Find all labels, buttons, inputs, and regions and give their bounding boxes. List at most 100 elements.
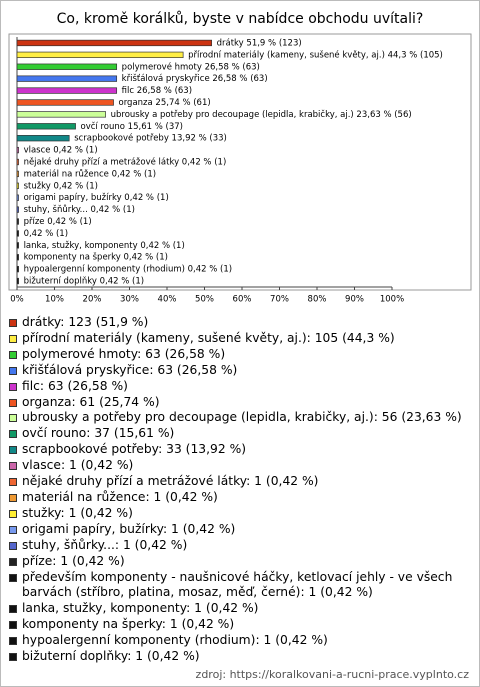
- bar: [16, 230, 19, 237]
- legend-label: lanka, stužky, komponenty: 1 (0,42 %): [22, 601, 259, 616]
- bar: [16, 218, 19, 225]
- legend: drátky: 123 (51,9 %) přírodní materiály (…: [9, 315, 471, 665]
- legend-label: komponenty na šperky: 1 (0,42 %): [22, 617, 235, 632]
- value-label: bižuterní doplňky 0,42 % (1): [24, 276, 145, 287]
- legend-swatch: [9, 319, 17, 327]
- legend-swatch: [9, 350, 17, 359]
- value-label: filc 26,58 % (63): [122, 86, 192, 96]
- legend-label: nějaké druhy přízí a metrážové látky: 1 …: [22, 474, 319, 489]
- plot-frame: [8, 33, 472, 291]
- legend-swatch: [9, 509, 17, 518]
- legend-swatch: [9, 605, 17, 614]
- value-label: ovčí rouno 15,61 % (37): [81, 121, 183, 132]
- legend-swatch: [9, 382, 17, 391]
- legend-label: stužky: 1 (0,42 %): [22, 505, 133, 520]
- legend-swatch: [9, 366, 17, 375]
- legend-item: stužky: 1 (0,42 %): [9, 506, 471, 522]
- x-tick-label: 10%: [45, 295, 64, 305]
- legend-item: filc: 63 (26,58 %): [9, 379, 471, 395]
- legend-label: přírodní materiály (kameny, sušené květy…: [22, 330, 395, 345]
- bar: [16, 254, 19, 261]
- legend-label: vlasce: 1 (0,42 %): [22, 458, 134, 473]
- legend-swatch: [9, 414, 17, 423]
- value-label: materiál na růžence 0,42 % (1): [24, 168, 157, 179]
- value-label: stužky 0,42 % (1): [24, 181, 98, 191]
- legend-swatch: [9, 541, 17, 550]
- x-tick-label: 70%: [270, 295, 289, 305]
- legend-label: hypoalergenní komponenty (rhodium): 1 (0…: [22, 633, 328, 648]
- legend-item: organza: 61 (25,74 %): [9, 395, 471, 411]
- x-tick-label: 60%: [233, 295, 252, 305]
- legend-item: nějaké druhy přízí a metrážové látky: 1 …: [9, 474, 471, 490]
- x-tick-label: 100%: [380, 295, 404, 305]
- source: zdroj: https://koralkovani-a-rucni-prace…: [195, 668, 469, 681]
- legend-item: bižuterní doplňky: 1 (0,42 %): [9, 649, 471, 665]
- legend-swatch: [9, 446, 17, 455]
- bar: [16, 170, 19, 178]
- legend-label: ovčí rouno: 37 (15,61 %): [22, 426, 175, 441]
- bar: [16, 111, 106, 118]
- value-label: vlasce 0,42 % (1): [24, 146, 98, 156]
- legend-label: scrapbookové potřeby: 33 (13,92 %): [22, 442, 247, 457]
- legend-item: polymerové hmoty: 63 (26,58 %): [9, 347, 471, 363]
- x-tick-label: 0%: [10, 295, 24, 305]
- bar: [16, 75, 118, 82]
- value-label: příze 0,42 % (1): [24, 217, 92, 227]
- value-label: origami papíry, bužírky 0,42 % (1): [24, 193, 169, 203]
- bar: [16, 158, 19, 166]
- bar: [16, 39, 212, 47]
- bar: [16, 182, 19, 189]
- legend-item: drátky: 123 (51,9 %): [9, 315, 471, 331]
- legend-label: materiál na růžence: 1 (0,42 %): [22, 489, 218, 504]
- legend-label: bižuterní doplňky: 1 (0,42 %): [22, 649, 200, 664]
- legend-item: ubrousky a potřeby pro decoupage (lepidl…: [9, 410, 471, 426]
- legend-label: křišťálová pryskyřice: 63 (26,58 %): [22, 362, 238, 377]
- value-label: přírodní materiály (kameny, sušené květy…: [188, 49, 443, 60]
- bar: [16, 51, 184, 59]
- legend-swatch: [9, 478, 17, 487]
- x-tick-label: 50%: [195, 295, 214, 305]
- bar: [16, 123, 76, 130]
- x-tick-label: 90%: [345, 295, 364, 305]
- legend-label: stuhy, šňůrky...: 1 (0,42 %): [22, 537, 188, 552]
- x-tick-label: 30%: [120, 295, 139, 305]
- value-label: 0,42 % (1): [24, 229, 68, 239]
- value-label: drátky 51,9 % (123): [217, 38, 302, 48]
- legend-swatch: [9, 557, 17, 566]
- bar: [16, 265, 19, 273]
- legend-label: drátky: 123 (51,9 %): [22, 315, 149, 329]
- legend-label: ubrousky a potřeby pro decoupage (lepidl…: [22, 410, 462, 425]
- legend-swatch: [9, 430, 17, 439]
- bar: [16, 194, 19, 201]
- value-label: scrapbookové potřeby 13,92 % (33): [74, 133, 227, 144]
- value-label: hypoalergenní komponenty (rhodium) 0,42 …: [24, 265, 233, 275]
- bar: [16, 206, 19, 213]
- x-tick-label: 20%: [83, 295, 102, 305]
- legend-label: organza: 61 (25,74 %): [22, 394, 160, 409]
- legend-item: origami papíry, bužírky: 1 (0,42 %): [9, 522, 471, 538]
- legend-item: křišťálová pryskyřice: 63 (26,58 %): [9, 363, 471, 379]
- bar: [16, 87, 118, 94]
- legend-item: scrapbookové potřeby: 33 (13,92 %): [9, 442, 471, 458]
- legend-item: ovčí rouno: 37 (15,61 %): [9, 426, 471, 442]
- value-label: polymerové hmoty 26,58 % (63): [122, 61, 260, 72]
- value-label: lanka, stužky, komponenty 0,42 % (1): [24, 241, 185, 251]
- legend-swatch: [9, 462, 17, 471]
- value-label: stuhy, šňůrky... 0,42 % (1): [24, 204, 135, 215]
- legend-item: příze: 1 (0,42 %): [9, 554, 471, 570]
- legend-label: polymerové hmoty: 63 (26,58 %): [22, 346, 226, 361]
- bar: [16, 135, 70, 142]
- chart: Co, kromě korálků, byste v nabídce obcho…: [8, 11, 472, 305]
- legend-label: příze: 1 (0,42 %): [22, 553, 125, 568]
- value-label: komponenty na šperky 0,42 % (1): [24, 252, 168, 263]
- x-tick-label: 80%: [308, 295, 327, 305]
- legend-label: filc: 63 (26,58 %): [22, 378, 128, 393]
- legend-label: origami papíry, bužírky: 1 (0,42 %): [22, 521, 236, 536]
- legend-item: především komponenty - naušnicové háčky,…: [9, 570, 471, 602]
- legend-swatch: [9, 525, 17, 534]
- legend-swatch: [9, 398, 17, 407]
- bar: [16, 99, 114, 106]
- value-label: křišťálová pryskyřice 26,58 % (63): [122, 73, 268, 84]
- bar: [16, 277, 19, 285]
